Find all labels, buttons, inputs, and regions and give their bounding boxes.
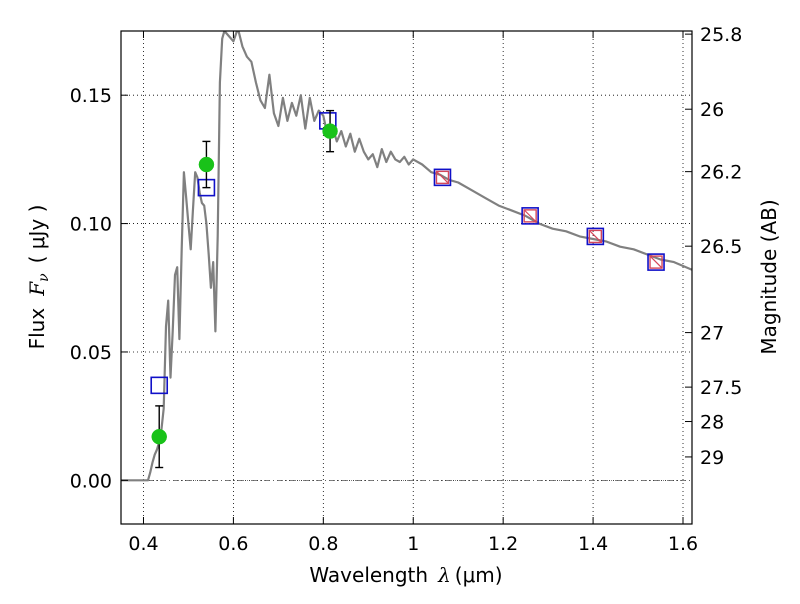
y-tick-label: 0.05 bbox=[70, 342, 112, 364]
model-photometry-square bbox=[150, 376, 169, 395]
observed-point bbox=[198, 156, 215, 173]
y-axis-title-subscript: ν bbox=[36, 273, 52, 282]
observed-point bbox=[322, 123, 338, 139]
x-axis-title: Wavelength λ (μm) bbox=[309, 563, 502, 587]
y2-tick-label: 25.8 bbox=[700, 24, 742, 46]
x-axis-title-text: Wavelength bbox=[309, 563, 428, 587]
y-tick-label: 0.10 bbox=[70, 214, 112, 236]
y2-tick-label: 26.2 bbox=[700, 162, 742, 184]
y2-axis-title: Magnitude (AB) bbox=[757, 199, 781, 354]
y-tick-label: 0.00 bbox=[70, 470, 112, 492]
y-tick-label: 0.15 bbox=[70, 85, 112, 107]
x-tick-label: 0.8 bbox=[308, 533, 338, 555]
x-tick-label: 0.4 bbox=[128, 533, 158, 555]
grid-lines bbox=[121, 31, 692, 524]
plot-frame bbox=[120, 30, 693, 525]
model-photometry-square bbox=[433, 168, 452, 187]
x-tick-label: 0.6 bbox=[218, 533, 248, 555]
hst-point-box bbox=[649, 255, 663, 269]
y2-tick-label: 26 bbox=[700, 99, 724, 121]
y-axis-title-symbol: F bbox=[25, 281, 49, 297]
y2-tick-label: 28 bbox=[700, 412, 724, 434]
hst-point-box bbox=[435, 170, 450, 185]
hst-point-box bbox=[523, 209, 537, 223]
observed-point bbox=[151, 428, 167, 445]
hst-point-box bbox=[588, 229, 603, 244]
hst-point-cross bbox=[523, 209, 537, 223]
x-axis-title-symbol: λ bbox=[437, 563, 451, 587]
data-layer bbox=[121, 31, 692, 482]
y2-tick-label: 29 bbox=[700, 447, 724, 469]
ticks: 0.4 0.6 0.8 1 1.2 1.4 1.6 0.00 0.05 0.10 0.15 25.8 2… bbox=[70, 24, 743, 555]
x-tick-label: 1.6 bbox=[668, 533, 698, 555]
x-tick-label: 1.2 bbox=[488, 533, 518, 555]
x-tick-label: 1.4 bbox=[578, 533, 608, 555]
y-axis-title: Flux Fν ( μJy ) bbox=[25, 205, 52, 350]
y-axis-title-unit: ( μJy ) bbox=[25, 205, 49, 264]
hst-point-cross bbox=[588, 229, 602, 243]
model-photometry-square bbox=[521, 207, 539, 225]
y2-tick-label: 26.5 bbox=[700, 236, 742, 258]
model-spectrum-line bbox=[121, 31, 692, 482]
x-tick-label: 1 bbox=[407, 533, 419, 555]
model-photometry-square bbox=[586, 227, 605, 246]
model-photometry-square bbox=[647, 253, 665, 271]
hst-point-cross bbox=[436, 170, 449, 184]
y2-tick-label: 27 bbox=[700, 323, 724, 345]
hst-point-cross bbox=[649, 255, 663, 269]
x-axis-title-unit: (μm) bbox=[455, 563, 503, 587]
y-axis-title-text: Flux bbox=[25, 308, 49, 350]
y2-tick-label: 27.5 bbox=[700, 377, 742, 399]
